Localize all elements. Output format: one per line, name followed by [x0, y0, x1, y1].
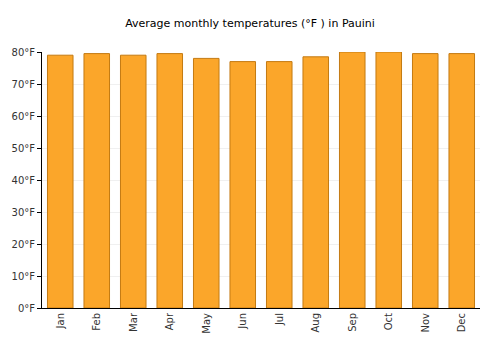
svg-text:10°F: 10°F	[12, 271, 36, 282]
svg-text:30°F: 30°F	[12, 207, 36, 218]
svg-text:Jun: Jun	[237, 313, 248, 330]
svg-text:Jan: Jan	[55, 313, 66, 329]
svg-text:Oct: Oct	[383, 313, 394, 330]
svg-text:70°F: 70°F	[12, 79, 36, 90]
svg-text:40°F: 40°F	[12, 175, 36, 186]
svg-text:Sep: Sep	[347, 313, 358, 332]
svg-text:Apr: Apr	[164, 312, 175, 330]
svg-text:Nov: Nov	[420, 313, 431, 333]
svg-text:50°F: 50°F	[12, 143, 36, 154]
svg-text:0°F: 0°F	[18, 303, 35, 314]
svg-text:May: May	[201, 313, 212, 334]
svg-text:60°F: 60°F	[12, 111, 36, 122]
svg-text:80°F: 80°F	[12, 47, 36, 58]
svg-text:Dec: Dec	[456, 313, 467, 332]
svg-text:Mar: Mar	[128, 312, 139, 332]
svg-text:Jul: Jul	[274, 313, 285, 326]
svg-text:Feb: Feb	[91, 313, 102, 331]
svg-text:Aug: Aug	[310, 313, 321, 333]
svg-text:20°F: 20°F	[12, 239, 36, 250]
svg-text:Average monthly temperatures (: Average monthly temperatures (°F ) in Pa…	[125, 17, 375, 30]
